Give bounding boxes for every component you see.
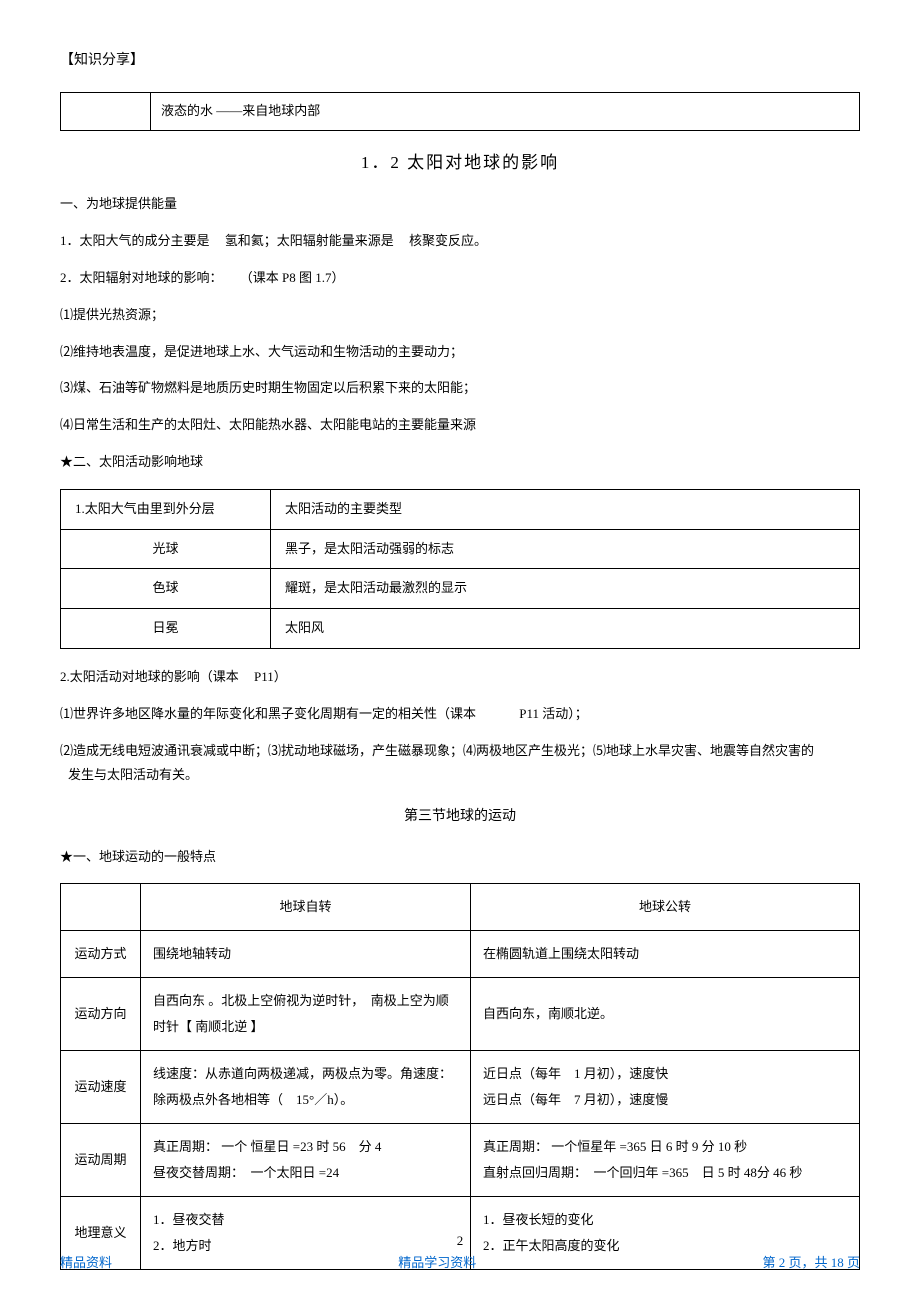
p3a: 2.太阳活动对地球的影响（课本 [60, 669, 239, 684]
page-footer: 2 精品资料 精品学习资料 第 2 页，共 18 页 [60, 1253, 860, 1274]
sub-heading-2: ★二、太阳活动影响地球 [60, 452, 860, 473]
t1-r1c0: 色球 [61, 569, 271, 609]
sub-heading-1: 一、为地球提供能量 [60, 194, 860, 215]
t1-r0c0: 光球 [61, 529, 271, 569]
t2-r2-label: 运动速度 [61, 1051, 141, 1124]
p2b: （课本 P8 图 1.7） [240, 270, 345, 285]
t2-r0-label: 运动方式 [61, 931, 141, 978]
t2-r3-label: 运动周期 [61, 1124, 141, 1197]
t1-r2c1: 太阳风 [271, 609, 860, 649]
sub-heading-3: ★一、地球运动的一般特点 [60, 847, 860, 868]
para-effect-1: ⑴世界许多地区降水量的年际变化和黑子变化周期有一定的相关性（课本 P11 活动）… [60, 704, 860, 725]
footer-right: 第 2 页，共 18 页 [762, 1253, 860, 1274]
list-item-3: ⑶煤、石油等矿物燃料是地质历史时期生物固定以后积累下来的太阳能； [60, 378, 860, 399]
t2-h1: 地球自转 [141, 884, 471, 931]
p3b: P11） [254, 669, 287, 684]
footer-center: 精品学习资料 [398, 1253, 476, 1274]
list-item-4: ⑷日常生活和生产的太阳灶、太阳能热水器、太阳能电站的主要能量来源 [60, 415, 860, 436]
p2a: 2．太阳辐射对地球的影响： [60, 270, 223, 285]
earth-motion-table: 地球自转 地球公转 运动方式 围绕地轴转动 在椭圆轨道上围绕太阳转动 运动方向 … [60, 883, 860, 1270]
t2-r1-rot: 自西向东 。北极上空俯视为逆时针， 南极上空为顺时针【 南顺北逆 】 [141, 978, 471, 1051]
para-influence: 2．太阳辐射对地球的影响： （课本 P8 图 1.7） [60, 268, 860, 289]
t1-r0c1: 黑子，是太阳活动强弱的标志 [271, 529, 860, 569]
p1b: 氢和氦；太阳辐射能量来源是 [225, 233, 394, 248]
footer-left: 精品资料 [60, 1253, 112, 1274]
t1-h0: 1.太阳大气由里到外分层 [61, 489, 271, 529]
t2-r2-rot: 线速度：从赤道向两极递减，两极点为零。角速度：除两极点外各地相等（ 15°／h）… [141, 1051, 471, 1124]
p1a: 1．太阳大气的成分主要是 [60, 233, 210, 248]
t2-r0-rev: 在椭圆轨道上围绕太阳转动 [471, 931, 860, 978]
t2-r1-label: 运动方向 [61, 978, 141, 1051]
para-effect-2: ⑵造成无线电短波通讯衰减或中断；⑶扰动地球磁场，产生磁暴现象；⑷两极地区产生极光… [60, 741, 860, 762]
intro-cell-left [61, 93, 151, 131]
t1-h1: 太阳活动的主要类型 [271, 489, 860, 529]
intro-cell-right: 液态的水 ——来自地球内部 [151, 93, 860, 131]
t2-r2-rev: 近日点（每年 1 月初），速度快远日点（每年 7 月初），速度慢 [471, 1051, 860, 1124]
t2-h2: 地球公转 [471, 884, 860, 931]
t2-r1-rev: 自西向东，南顺北逆。 [471, 978, 860, 1051]
p1c: 核聚变反应。 [409, 233, 487, 248]
section-2-title: 第三节地球的运动 [60, 806, 860, 828]
t2-r0-rot: 围绕地轴转动 [141, 931, 471, 978]
section-1-title: 1．2 太阳对地球的影响 [60, 149, 860, 176]
list-item-1: ⑴提供光热资源； [60, 305, 860, 326]
t2-r3-rot: 真正周期： 一个 恒星日 =23 时 56 分 4昼夜交替周期： 一个太阳日 =… [141, 1124, 471, 1197]
t1-r2c0: 日冕 [61, 609, 271, 649]
para-effect-3: 发生与太阳活动有关。 [60, 765, 860, 786]
t1-r1c1: 耀斑，是太阳活动最激烈的显示 [271, 569, 860, 609]
footer-page-num: 2 [457, 1231, 464, 1252]
t2-r3-rev: 真正周期： 一个恒星年 =365 日 6 时 9 分 10 秒直射点回归周期： … [471, 1124, 860, 1197]
t2-h0 [61, 884, 141, 931]
list-item-2: ⑵维持地表温度，是促进地球上水、大气运动和生物活动的主要动力； [60, 342, 860, 363]
para-composition: 1．太阳大气的成分主要是 氢和氦；太阳辐射能量来源是 核聚变反应。 [60, 231, 860, 252]
p4b: P11 活动）； [519, 706, 588, 721]
header-tag: 【知识分享】 [60, 50, 860, 72]
p4a: ⑴世界许多地区降水量的年际变化和黑子变化周期有一定的相关性（课本 [60, 706, 476, 721]
intro-table: 液态的水 ——来自地球内部 [60, 92, 860, 131]
solar-atmosphere-table: 1.太阳大气由里到外分层 太阳活动的主要类型 光球 黑子，是太阳活动强弱的标志 … [60, 489, 860, 649]
para-activity-effect-title: 2.太阳活动对地球的影响（课本 P11） [60, 667, 860, 688]
